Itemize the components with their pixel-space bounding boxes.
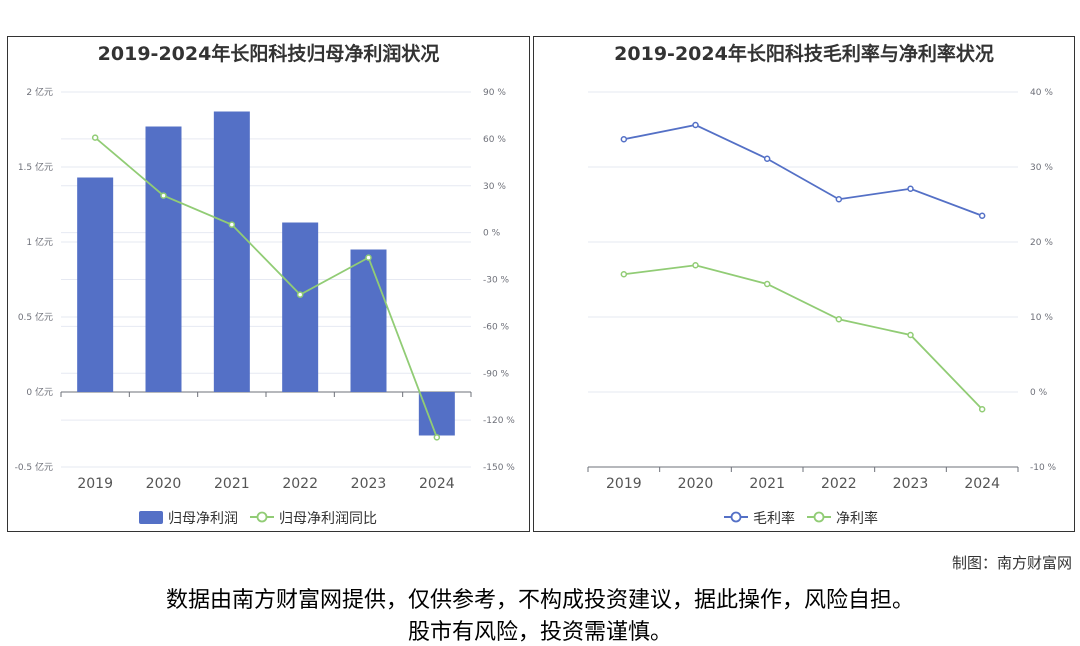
data-point — [296, 291, 304, 298]
x-axis-label: 2020 — [146, 476, 182, 492]
right-axis-tick: -90 % — [483, 369, 510, 379]
data-point — [692, 121, 699, 129]
right-axis-tick: -150 % — [483, 463, 515, 473]
right-axis-tick: 40 % — [1030, 88, 1053, 98]
x-axis-label: 2024 — [964, 476, 1000, 492]
x-axis-label: 2023 — [351, 476, 387, 492]
chart-title: 2019-2024年长阳科技归母净利润状况 — [97, 43, 440, 65]
left-axis-tick: 2 亿元 — [26, 86, 53, 98]
right-axis-tick: 60 % — [483, 135, 506, 145]
legend-bar-swatch — [139, 511, 163, 524]
right-axis-tick: -30 % — [483, 276, 510, 286]
legend-marker — [813, 511, 825, 523]
data-point — [978, 212, 986, 219]
x-axis-label: 2019 — [606, 476, 642, 492]
credit-text: 制图：南方财富网 — [951, 554, 1072, 572]
bar — [77, 177, 114, 392]
x-axis-label: 2020 — [678, 476, 714, 492]
x-axis-label: 2022 — [821, 476, 857, 492]
net-profit-chart: 90 % 60 % 30 % 0 % -30 % -60 % -90 % -120 % -150… — [15, 86, 516, 527]
right-axis-tick: -120 % — [483, 416, 515, 426]
bar — [350, 249, 387, 392]
data-point — [91, 134, 99, 141]
series-line — [623, 124, 983, 217]
left-axis-tick: 0.5 亿元 — [18, 311, 53, 323]
x-axis-label: 2021 — [214, 476, 250, 492]
data-point — [907, 331, 914, 339]
data-point — [620, 136, 628, 143]
right-axis-tick: 20 % — [1030, 238, 1053, 248]
x-axis-label: 2019 — [77, 476, 113, 492]
data-point — [763, 155, 771, 162]
right-axis-tick: 30 % — [483, 182, 506, 192]
bar — [282, 222, 319, 392]
bar — [145, 126, 182, 392]
bar — [418, 392, 455, 436]
series-line — [623, 264, 983, 410]
data-point — [907, 185, 914, 192]
data-point — [692, 262, 699, 269]
data-point — [365, 254, 372, 261]
x-axis-label: 2024 — [419, 476, 455, 492]
legend-label: 归母净利润 — [168, 510, 238, 527]
data-point — [620, 271, 628, 278]
legend-label: 毛利率 — [753, 510, 795, 527]
disclaimer-line-2: 股市有风险，投资需谨慎。 — [407, 620, 672, 645]
right-axis-tick: -10 % — [1030, 463, 1057, 473]
net-profit-chart-panel: 2019-2024年长阳科技归母净利润状况 90 % 60 % 30 % 0 % -30… — [7, 36, 530, 532]
legend-marker — [256, 511, 268, 523]
legend-marker — [730, 511, 742, 523]
right-axis-tick: 90 % — [483, 88, 506, 98]
series-line — [94, 136, 438, 438]
left-axis-tick: 1 亿元 — [26, 236, 53, 248]
margin-chart-panel: 2019-2024年长阳科技毛利率与净利率状况 40 % 30 % 20 % 10 %… — [533, 36, 1075, 532]
right-axis-tick: 0 % — [483, 229, 501, 239]
right-axis-tick: 10 % — [1030, 313, 1053, 323]
right-axis-tick: -60 % — [483, 322, 510, 332]
data-point — [763, 280, 771, 288]
chart-title: 2019-2024年长阳科技毛利率与净利率状况 — [614, 43, 994, 65]
x-axis-label: 2023 — [893, 476, 929, 492]
data-point — [835, 316, 843, 323]
x-axis-label: 2022 — [282, 476, 318, 492]
margin-chart: 40 % 30 % 20 % 10 % 0 % -10 % 2019 2020 2021 2022… — [587, 88, 1057, 527]
left-axis-tick: -0.5 亿元 — [15, 461, 53, 473]
data-point — [978, 406, 986, 413]
left-axis-tick: 1.5 亿元 — [18, 161, 53, 173]
x-axis-label: 2021 — [749, 476, 785, 492]
left-axis-tick: 0 亿元 — [26, 386, 53, 398]
legend-label: 净利率 — [836, 510, 878, 527]
data-point — [228, 221, 236, 228]
data-point — [835, 196, 843, 203]
data-point — [160, 192, 167, 199]
legend-label: 归母净利润同比 — [279, 510, 377, 527]
data-point — [433, 434, 441, 441]
right-axis-tick: 30 % — [1030, 163, 1053, 173]
right-axis-tick: 0 % — [1030, 388, 1048, 398]
disclaimer-line-1: 数据由南方财富网提供，仅供参考，不构成投资建议，据此操作，风险自担。 — [165, 588, 914, 613]
bar — [213, 111, 250, 392]
